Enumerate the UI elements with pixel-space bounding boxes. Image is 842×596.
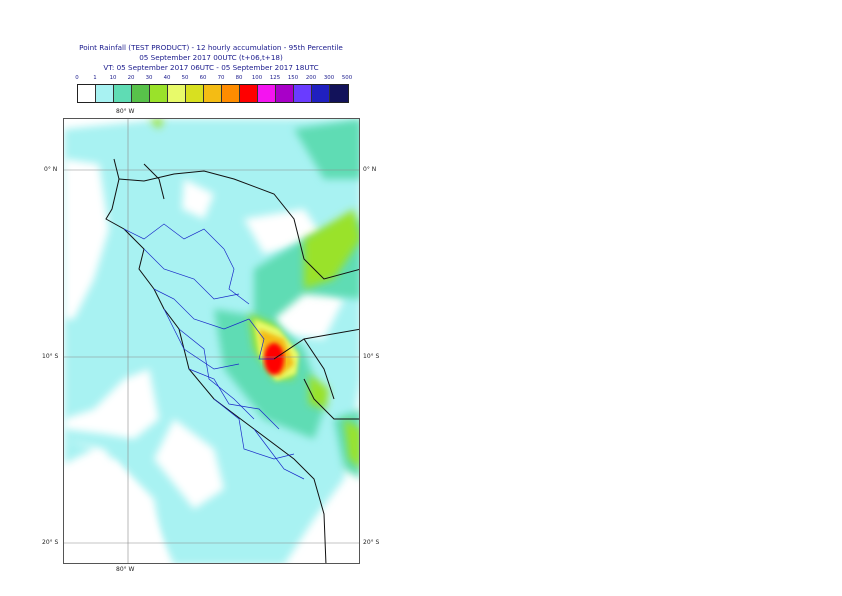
legend-swatch [132, 85, 150, 102]
legend-tick-label: 1 [93, 75, 97, 81]
legend-tick-label: 0 [75, 75, 79, 81]
legend-tick-label: 20 [127, 75, 135, 81]
legend-swatch [294, 85, 312, 102]
lat-label-left-20: 20° S [42, 539, 59, 546]
legend-swatch [150, 85, 168, 102]
lat-label-left-10: 10° S [42, 353, 59, 360]
map-svg [64, 119, 359, 563]
lon-label-bottom: 80° W [116, 566, 135, 573]
legend-swatch [204, 85, 222, 102]
legend-swatch [78, 85, 96, 102]
legend-tick-label: 10 [109, 75, 117, 81]
chart-title-line1: Point Rainfall (TEST PRODUCT) - 12 hourl… [79, 43, 343, 52]
legend-swatch [168, 85, 186, 102]
legend-tick-label: 50 [181, 75, 189, 81]
legend-tick-label: 125 [269, 75, 281, 81]
legend-swatch [330, 85, 348, 102]
lat-label-right-0: 0° N [363, 166, 377, 173]
legend-tick-label: 70 [217, 75, 225, 81]
graticule [64, 119, 359, 563]
legend-tick-label: 500 [341, 75, 353, 81]
region-borders [123, 223, 305, 480]
legend-tick-label: 60 [199, 75, 207, 81]
lat-label-left-0: 0° N [44, 166, 58, 173]
legend-tick-label: 300 [323, 75, 335, 81]
legend-swatch [186, 85, 204, 102]
chart-title-line2: 05 September 2017 00UTC (t+06,t+18) [139, 53, 283, 62]
legend-tick-label: 150 [287, 75, 299, 81]
legend-swatch [258, 85, 276, 102]
legend-colorbar [77, 84, 349, 103]
legend-tick-label: 40 [163, 75, 171, 81]
legend-swatch [276, 85, 294, 102]
legend-swatch [312, 85, 330, 102]
legend-swatch [96, 85, 114, 102]
chart-title-line3: VT: 05 September 2017 06UTC - 05 Septemb… [103, 63, 319, 72]
legend-tick-label: 30 [145, 75, 153, 81]
lat-label-right-20: 20° S [363, 539, 380, 546]
legend-swatch [114, 85, 132, 102]
legend-tick-label: 80 [235, 75, 243, 81]
legend-swatch [222, 85, 240, 102]
lat-label-right-10: 10° S [363, 353, 380, 360]
lon-label-top-text: 80° W [116, 108, 135, 115]
rainfall-map: 80° W [63, 118, 360, 564]
legend-swatch [240, 85, 258, 102]
legend-tick-label: 200 [305, 75, 317, 81]
legend-tick-label: 100 [251, 75, 263, 81]
legend-ticks: 0 1 10 20 30 40 50 60 70 80 100 125 150 200 300 500 [75, 75, 352, 85]
color-legend: 0 1 10 20 30 40 50 60 70 80 100 125 150 200 300 500 [75, 75, 352, 103]
